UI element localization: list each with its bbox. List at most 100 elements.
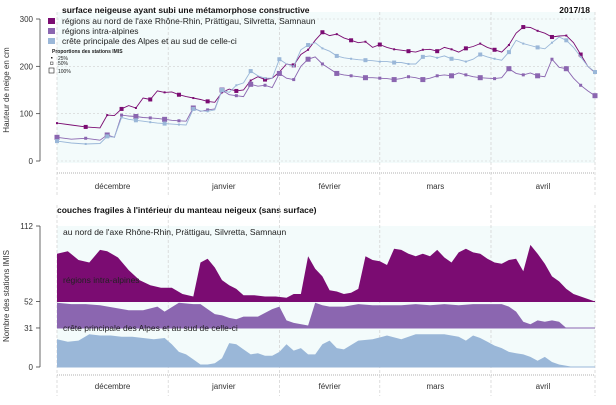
top-series-marker: [362, 75, 368, 81]
top-series-marker: [565, 34, 568, 37]
top-series-marker: [506, 66, 512, 72]
top-month-axis: décembre janvier février mars avril: [57, 172, 595, 191]
top-series-marker: [320, 62, 324, 66]
size-legend-100: 100%: [58, 69, 71, 75]
top-series-marker: [307, 48, 310, 51]
top-series-marker: [350, 57, 353, 60]
top-series-marker: [148, 116, 152, 120]
top-y-axis-label: Hauteur de neige en cm: [2, 47, 11, 133]
top-series-marker: [192, 97, 195, 100]
top-series-marker: [162, 116, 168, 122]
top-series-marker: [406, 49, 411, 54]
bottom-area-0: [57, 244, 595, 302]
top-series-marker: [335, 33, 338, 36]
size-legend-25-marker: [51, 57, 53, 59]
top-month-label: février: [318, 182, 341, 191]
top-series-marker: [521, 25, 526, 30]
season-label: 2017/18: [559, 5, 590, 15]
bottom-y-axis-label: Nombre des stations IMIS: [2, 250, 11, 342]
top-series-marker: [521, 73, 525, 77]
legend-label-south: crête principale des Alpes et au sud de …: [62, 36, 237, 46]
top-series-marker: [206, 110, 209, 113]
top-series-marker: [579, 83, 583, 87]
top-series-marker: [550, 57, 554, 61]
top-series-marker: [133, 118, 138, 123]
top-series-marker: [177, 123, 180, 126]
band-label-north: au nord de l'axe Rhône-Rhin, Prättigau, …: [63, 227, 286, 237]
top-plot-background: [57, 12, 595, 163]
top-series-marker: [133, 114, 139, 120]
top-month-label: mars: [427, 182, 445, 191]
top-series-marker: [435, 49, 440, 54]
top-series-marker: [522, 42, 525, 45]
top-series-marker: [493, 77, 497, 81]
top-series-marker: [463, 46, 468, 51]
top-series-marker: [349, 74, 353, 78]
bottom-series: [57, 244, 595, 368]
top-series-marker: [420, 54, 425, 59]
top-month-label: décembre: [95, 182, 131, 191]
bottom-y-ticks: 0 31 52 112: [20, 222, 40, 372]
top-series-marker: [177, 119, 181, 123]
top-series-marker: [364, 40, 367, 43]
top-series-marker: [436, 56, 439, 59]
top-series-marker: [493, 57, 496, 60]
bottom-y-tick-label: 112: [20, 222, 33, 231]
bottom-area-2: [57, 334, 595, 367]
top-series-marker: [321, 47, 324, 50]
top-series-marker: [363, 58, 368, 63]
top-series-marker: [492, 47, 497, 52]
top-series-marker: [234, 94, 238, 98]
bottom-y-tick-label: 0: [29, 363, 34, 372]
bottom-month-label: avril: [536, 382, 551, 391]
size-legend-50: 50%: [58, 61, 69, 67]
top-series: [54, 25, 598, 145]
top-series-marker: [550, 41, 553, 44]
top-series-marker: [248, 69, 253, 74]
top-series-marker: [592, 93, 598, 99]
top-series-marker: [578, 52, 583, 57]
top-series-marker: [276, 70, 282, 76]
bottom-y-tick-label: 31: [24, 324, 33, 333]
top-series-marker: [149, 121, 152, 124]
top-series-marker: [205, 99, 210, 104]
top-series-marker: [235, 84, 238, 87]
top-series-marker: [119, 106, 124, 111]
top-series-marker: [248, 81, 254, 87]
top-series-marker: [191, 106, 196, 111]
top-series-marker: [593, 70, 597, 75]
bottom-y-tick-label: 52: [24, 298, 33, 307]
top-series-marker: [450, 48, 453, 51]
top-series-marker: [320, 30, 325, 35]
legend-swatch-intra: [48, 28, 55, 34]
top-series-marker: [263, 83, 267, 87]
bottom-month-label: février: [318, 382, 341, 391]
top-series-marker: [449, 56, 454, 61]
top-series-marker: [420, 77, 426, 83]
top-series-marker: [407, 62, 410, 65]
bottom-area-1: [57, 302, 595, 328]
size-legend-100-marker: [48, 67, 55, 74]
band-label-south: crête principale des Alpes et au sud de …: [63, 323, 238, 333]
top-series-marker: [264, 77, 267, 80]
top-series-marker: [464, 60, 467, 63]
top-series-marker: [306, 43, 311, 48]
top-series-marker: [277, 57, 282, 62]
top-month-label: avril: [536, 182, 551, 191]
top-series-marker: [84, 142, 87, 145]
top-series-marker: [84, 136, 88, 140]
band-label-intra: régions intra-alpines: [63, 275, 140, 285]
top-series-marker: [479, 42, 482, 45]
top-series-marker: [406, 75, 410, 79]
size-legend-title: Proportions des stations IMIS: [52, 49, 123, 55]
top-series-marker: [334, 53, 339, 58]
top-y-ticks: 0 100 200 300: [20, 15, 40, 166]
bottom-month-label: mars: [427, 382, 445, 391]
legend-swatch-south: [48, 38, 55, 44]
top-series-marker: [563, 66, 569, 72]
top-series-marker: [393, 48, 396, 51]
top-y-tick-label: 300: [20, 15, 34, 24]
top-month-label: janvier: [211, 182, 236, 191]
top-series-marker: [391, 77, 397, 83]
